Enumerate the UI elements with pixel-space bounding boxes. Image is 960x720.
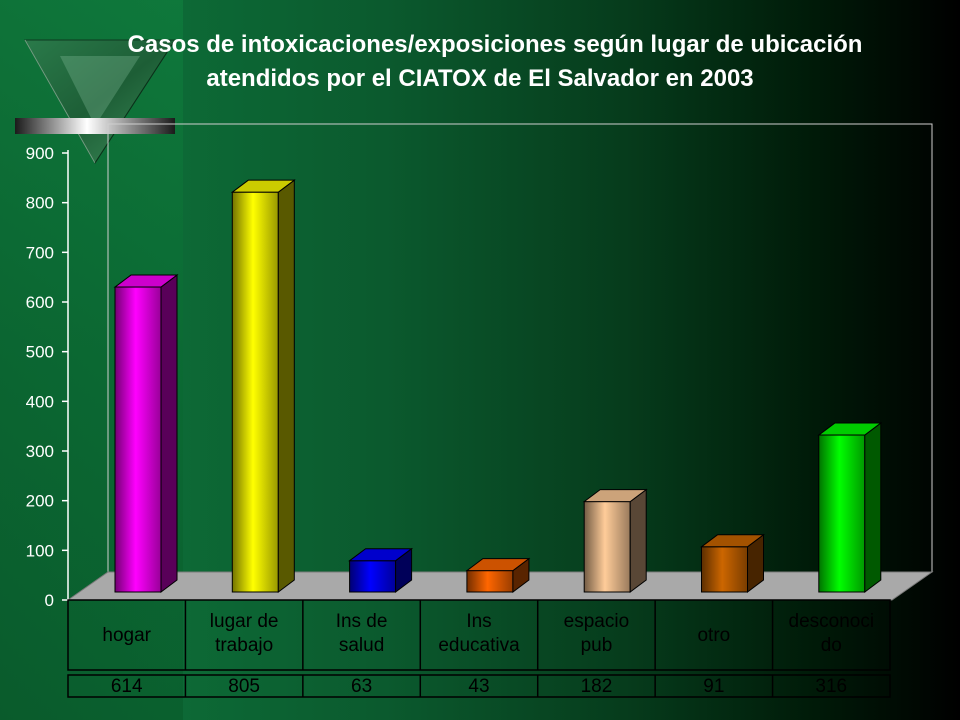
category-row (67, 599, 891, 671)
bar (465, 557, 531, 593)
chart-title: Casos de intoxicaciones/exposiciones seg… (127, 31, 863, 58)
value-label: 91 (703, 676, 724, 697)
bar-front (701, 546, 748, 593)
bar-side (277, 179, 295, 593)
bar-front (114, 286, 162, 593)
value-label: 316 (815, 676, 847, 697)
y-tick-label: 500 (26, 343, 54, 362)
bar-top (582, 489, 648, 503)
bar-side (160, 274, 178, 593)
bar (113, 274, 179, 593)
chart-title-block: Casos de intoxicaciones/exposiciones seg… (0, 28, 960, 96)
bar-top (465, 558, 531, 572)
value-label: 182 (581, 676, 613, 697)
y-tick-label: 300 (26, 442, 54, 461)
plot-area-frame (107, 123, 933, 573)
bar (348, 547, 414, 593)
bar (582, 488, 648, 593)
chart-subtitle: atendidos por el CIATOX de El Salvador e… (206, 65, 754, 92)
category-label: espacio pub (564, 611, 630, 656)
bar-front (583, 501, 631, 593)
bar-side (864, 422, 882, 593)
bar-front (349, 560, 397, 593)
category-label: Ins educativa (438, 611, 520, 656)
value-label: 63 (351, 676, 372, 697)
bar-side (629, 488, 647, 593)
bar (817, 422, 883, 593)
category-label: hogar (102, 625, 151, 646)
bar-top (700, 534, 765, 548)
y-tick-label: 200 (26, 492, 54, 511)
bar-front (818, 434, 866, 593)
category-label: otro (697, 625, 730, 646)
y-tick-label: 700 (26, 243, 54, 262)
bar (230, 179, 296, 593)
value-label: 614 (111, 676, 143, 697)
bar-front (466, 570, 514, 593)
value-label: 43 (468, 676, 489, 697)
y-tick-label: 900 (26, 144, 54, 163)
value-row (67, 674, 891, 698)
y-tick-label: 600 (26, 293, 54, 312)
plot-area (107, 123, 933, 573)
y-tick-label: 0 (45, 591, 54, 610)
y-tick-label: 800 (26, 194, 54, 213)
bar-front (231, 191, 279, 593)
bar-top (113, 274, 179, 288)
value-label: 805 (228, 676, 260, 697)
bar (700, 533, 765, 593)
bar-top (230, 179, 296, 193)
y-tick-label: 400 (26, 392, 54, 411)
bar-top (817, 422, 883, 436)
y-tick-label: 100 (26, 541, 54, 560)
bar-top (348, 548, 414, 562)
category-label: Ins de salud (336, 611, 388, 656)
triangle-logo-icon (15, 39, 176, 164)
category-label: desconoci do (789, 611, 875, 656)
category-label: lugar de trabajo (210, 611, 279, 656)
